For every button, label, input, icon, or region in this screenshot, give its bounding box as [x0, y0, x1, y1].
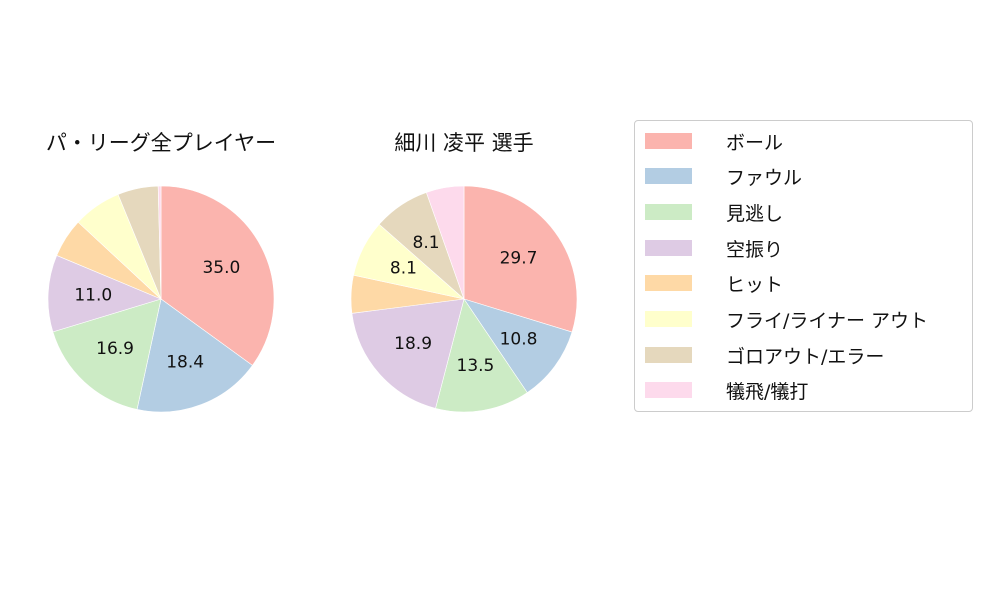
legend-item-swinging-strike: 空振り	[645, 236, 784, 261]
slice-value-label: 16.9	[96, 339, 134, 359]
legend-item-sacrifice: 犠飛/犠打	[645, 378, 809, 403]
pie-slice	[463, 185, 578, 333]
pie-slice	[47, 255, 162, 333]
legend-label: 見逃し	[726, 202, 784, 225]
legend-label: フライ/ライナー アウト	[726, 309, 929, 332]
pie-slice	[463, 298, 573, 394]
legend-label: ファウル	[726, 166, 803, 189]
legend-label: ヒット	[726, 273, 784, 296]
legend: ボール ファウル 見逃し 空振り ヒット フライ/ライナー アウト ゴロアウト/…	[634, 120, 973, 412]
pie-slice	[52, 298, 162, 410]
legend-item-hit: ヒット	[645, 271, 784, 296]
legend-item-fly-out: フライ/ライナー アウト	[645, 307, 929, 332]
legend-label: 犠飛/犠打	[726, 380, 809, 403]
slice-value-label: 10.8	[500, 329, 538, 349]
slice-value-label: 13.5	[457, 356, 495, 376]
pie-slice	[351, 298, 465, 409]
legend-swatch	[645, 133, 692, 149]
legend-swatch	[645, 204, 692, 220]
chart-title-player: 細川 凌平 選手	[394, 131, 534, 155]
pie-league: 35.0 18.4 16.9 11.0	[47, 185, 275, 413]
slice-value-label: 35.0	[202, 258, 240, 278]
pie-slice	[136, 298, 253, 413]
legend-swatch	[645, 240, 692, 256]
slice-value-label: 29.7	[500, 249, 538, 269]
pie-slice	[160, 185, 275, 366]
pie-slice	[435, 298, 528, 413]
legend-item-ground-out: ゴロアウト/エラー	[645, 343, 885, 368]
slice-value-label: 8.1	[413, 233, 440, 253]
legend-swatch	[645, 382, 692, 398]
legend-swatch	[645, 311, 692, 327]
legend-item-called-strike: 見逃し	[645, 200, 784, 225]
pie-slice	[157, 185, 162, 300]
slice-value-label: 11.0	[74, 286, 112, 306]
legend-label: ゴロアウト/エラー	[726, 345, 885, 368]
legend-swatch	[645, 275, 692, 291]
chart-title-league: パ・リーグ全プレイヤー	[45, 131, 277, 155]
pie-player: 29.7 10.813.5 18.9 8.1 8.1	[350, 185, 578, 413]
legend-item-ball: ボール	[645, 129, 784, 154]
legend-item-foul: ファウル	[645, 164, 803, 189]
pie-slice	[425, 185, 465, 300]
slice-value-label: 18.9	[394, 334, 432, 354]
slice-value-label: 18.4	[166, 352, 204, 372]
legend-label: ボール	[726, 131, 784, 154]
slice-value-label: 8.1	[390, 258, 417, 278]
legend-swatch	[645, 347, 692, 363]
legend-label: 空振り	[726, 238, 784, 261]
legend-swatch	[645, 168, 692, 184]
